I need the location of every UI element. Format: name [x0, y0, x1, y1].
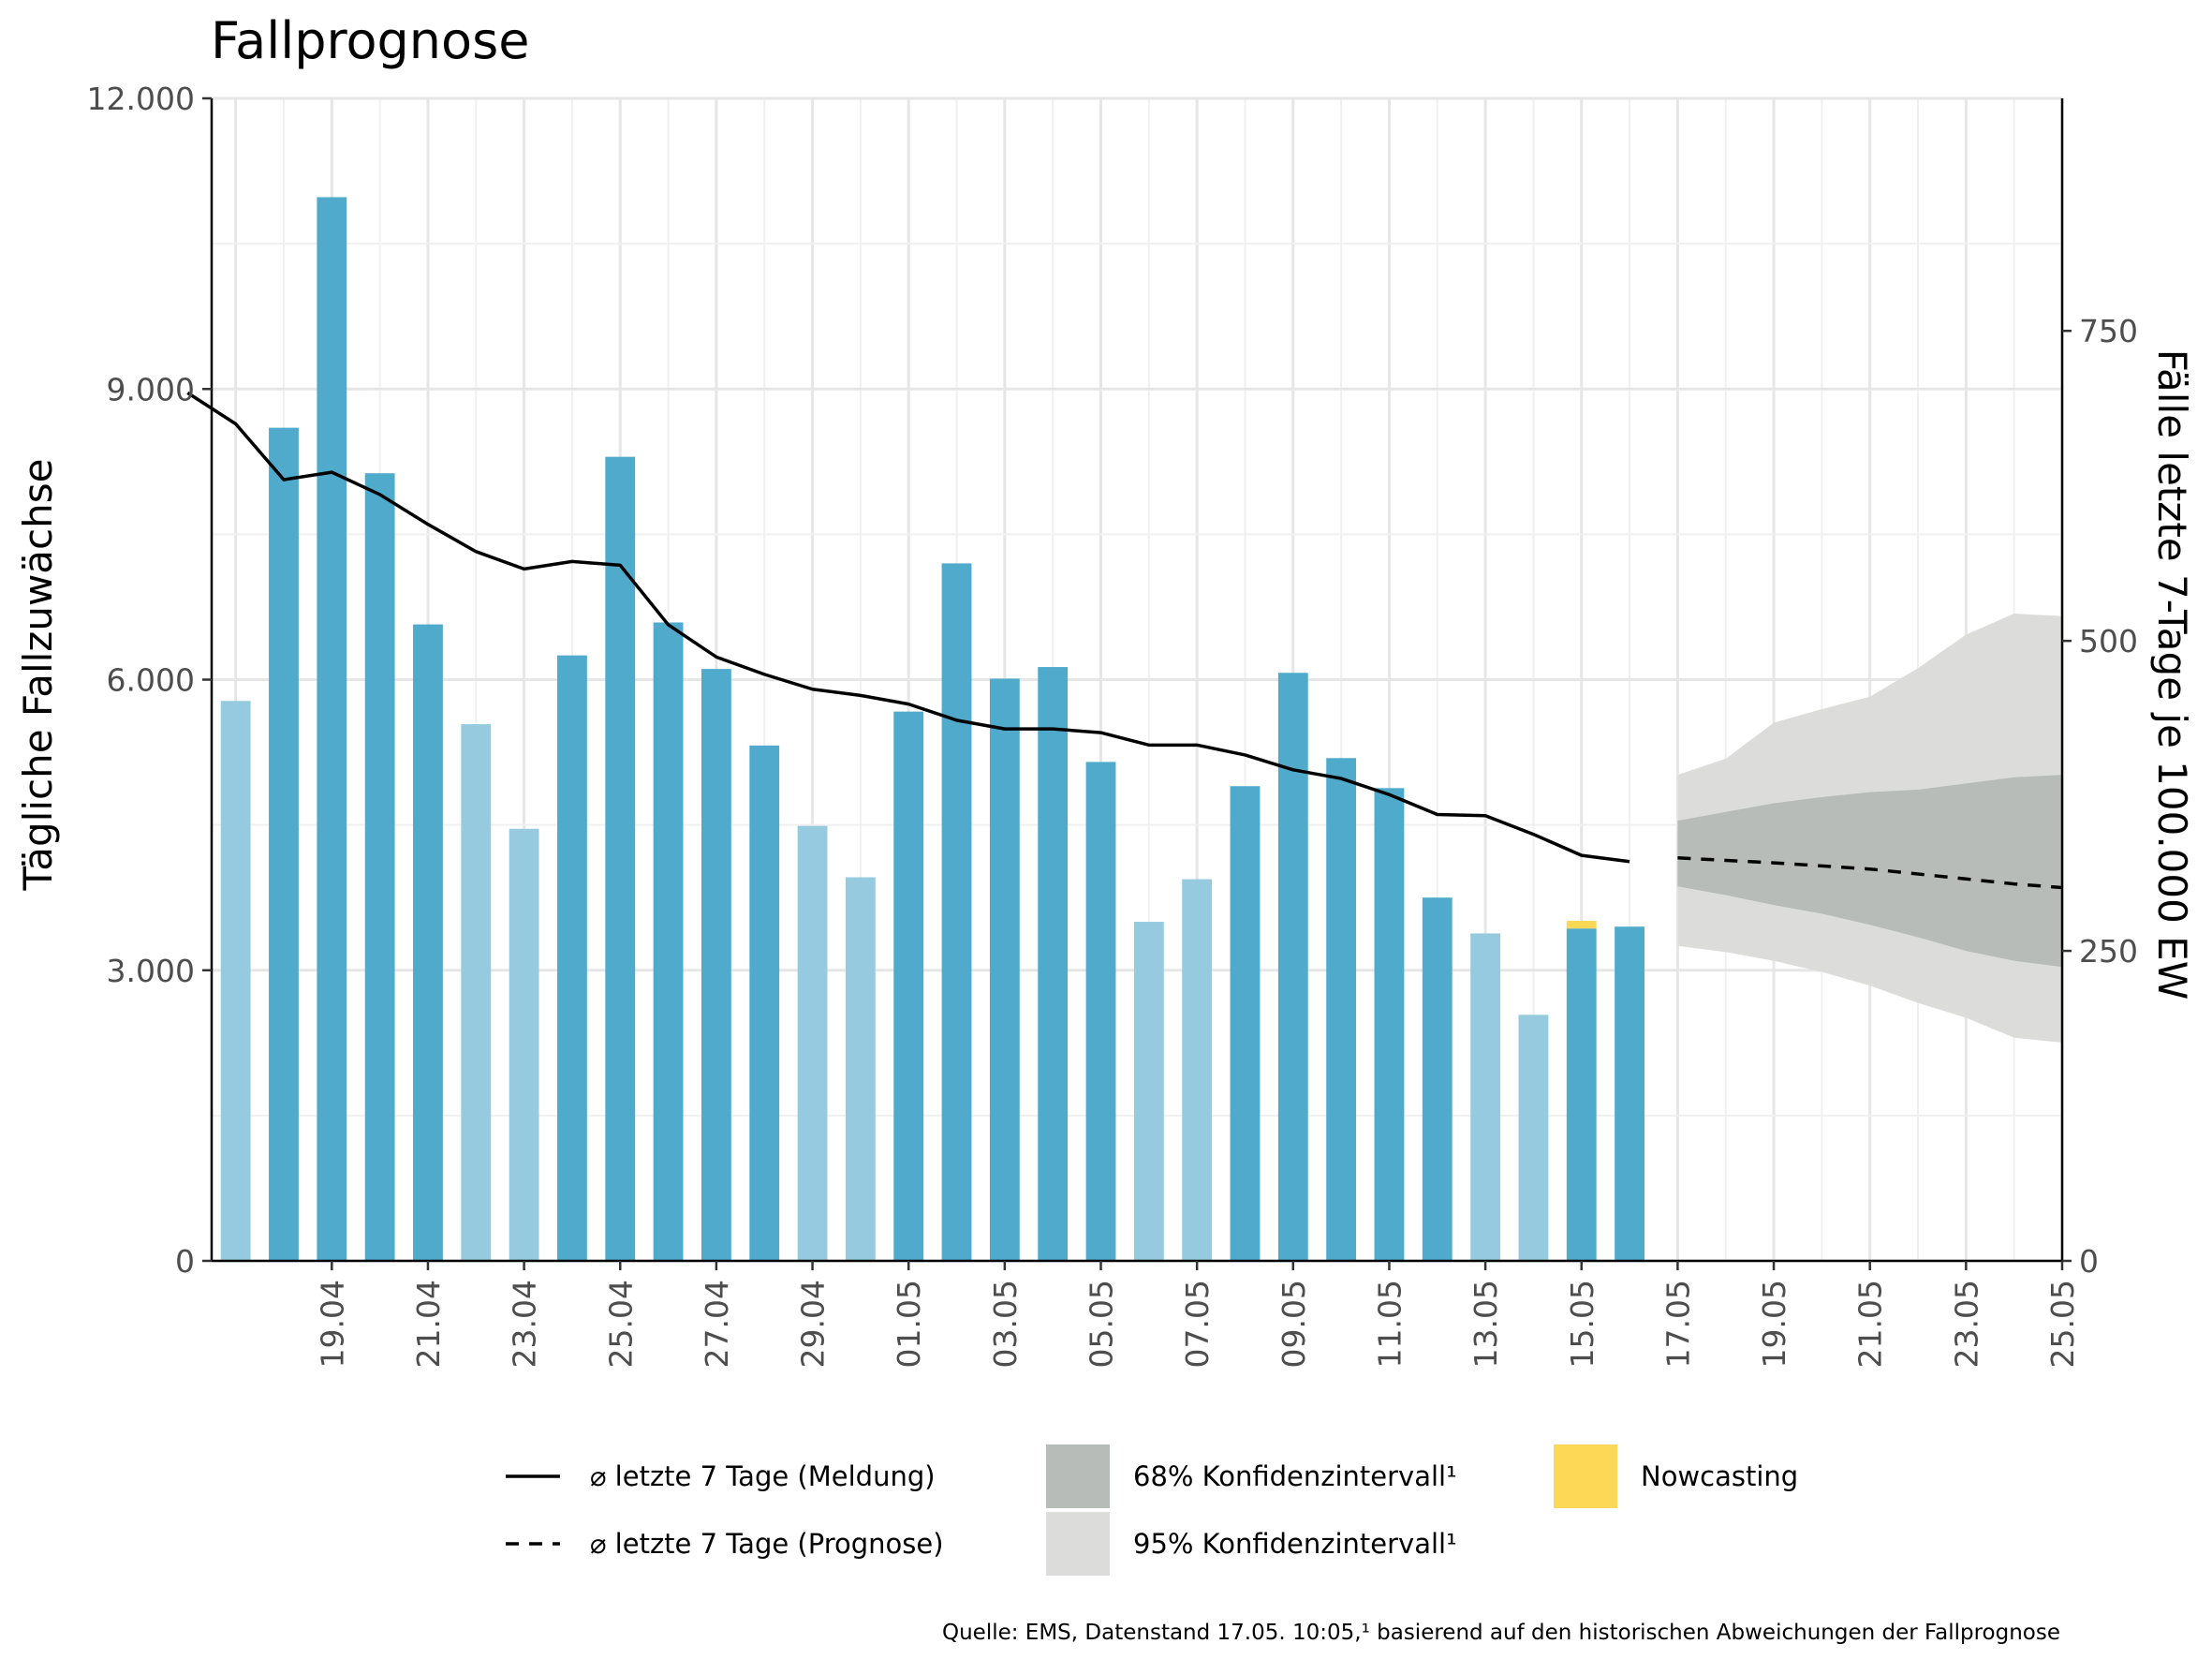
y-axis-label-right: Fälle letzte 7-Tage je 100.000 EW: [2149, 349, 2195, 1000]
x-tick-label: 03.05: [987, 1280, 1024, 1368]
bar: [1182, 879, 1213, 1261]
bar: [1038, 667, 1069, 1261]
bar: [1277, 673, 1308, 1261]
legend-ci95-swatch: [1046, 1512, 1110, 1576]
bar: [364, 473, 395, 1261]
bar: [1133, 922, 1164, 1261]
bar: [653, 622, 684, 1261]
y-tick-label-right: 500: [2079, 623, 2138, 659]
legend-ci68-swatch: [1046, 1444, 1110, 1508]
y-tick-label-left: 12.000: [87, 81, 195, 117]
bar: [1566, 928, 1597, 1261]
chart-title: Fallprognose: [211, 11, 529, 70]
y-tick-label-left: 3.000: [107, 953, 195, 989]
bar: [605, 456, 636, 1261]
line-series: [186, 391, 2063, 890]
legend-nowcasting-swatch: [1554, 1444, 1617, 1508]
axes: 0 3.000 6.000 9.000 12.000 0 250 500 750 19.04 21.…: [87, 81, 2138, 1368]
legend: ⌀ letzte 7 Tage (Meldung) ⌀ letzte 7 Tage…: [506, 1444, 1798, 1576]
ci68-band: [1677, 775, 2062, 968]
bar-series: [220, 197, 1644, 1262]
bar: [1470, 933, 1501, 1261]
x-tick-label: 25.04: [602, 1280, 639, 1368]
x-tick-label: 19.05: [1756, 1280, 1792, 1368]
bar: [509, 828, 539, 1261]
x-tick-label: 27.04: [699, 1280, 735, 1368]
x-tick-label: 25.05: [2044, 1280, 2081, 1368]
bar: [1374, 788, 1405, 1261]
legend-label: 68% Konfidenzintervall¹: [1133, 1460, 1457, 1492]
bar: [1422, 897, 1453, 1261]
legend-label: ⌀ letzte 7 Tage (Prognose): [590, 1528, 944, 1560]
bar: [1326, 758, 1357, 1261]
y-axis-label-left: Tägliche Fallzuwächse: [15, 459, 61, 892]
bar: [1615, 926, 1644, 1261]
x-tick-label: 23.05: [1948, 1280, 1984, 1368]
bar: [1085, 762, 1116, 1261]
x-tick-label: 05.05: [1084, 1280, 1120, 1368]
y-tick-label-right: 0: [2079, 1243, 2099, 1280]
x-tick-label: 07.05: [1179, 1280, 1216, 1368]
x-tick-label: 17.05: [1659, 1280, 1696, 1368]
bar: [461, 724, 492, 1261]
bar: [845, 877, 876, 1261]
y-tick-label-left: 6.000: [107, 662, 195, 699]
y-tick-label-right: 750: [2079, 313, 2138, 349]
bar: [749, 745, 780, 1261]
legend-label: Nowcasting: [1641, 1460, 1798, 1492]
x-tick-label: 13.05: [1467, 1280, 1504, 1368]
bar: [941, 563, 972, 1261]
bar: [700, 669, 731, 1261]
y-tick-label-right: 250: [2079, 933, 2138, 970]
forecast-7day-line: [1677, 856, 2063, 890]
y-tick-label-left: 0: [175, 1243, 195, 1280]
x-tick-label: 21.04: [410, 1280, 447, 1368]
x-tick-label: 01.05: [891, 1280, 927, 1368]
x-tick-label: 23.04: [507, 1280, 543, 1368]
x-tick-label: 29.04: [795, 1280, 832, 1368]
bar: [269, 427, 299, 1261]
x-tick-label: 19.04: [314, 1280, 350, 1368]
confidence-bands: [1677, 614, 2062, 1044]
y-tick-label-left: 9.000: [107, 371, 195, 407]
x-tick-label: 21.05: [1852, 1280, 1889, 1368]
x-tick-label: 09.05: [1276, 1280, 1312, 1368]
nowcasting-bar: [1566, 921, 1597, 929]
bar: [413, 624, 443, 1261]
bar: [1518, 1015, 1549, 1261]
source-note: Quelle: EMS, Datenstand 17.05. 10:05,¹ b…: [942, 1621, 2060, 1645]
reported-7day-line: [186, 391, 1630, 864]
bar: [989, 678, 1020, 1261]
bar: [893, 711, 924, 1261]
bar: [557, 655, 587, 1261]
bar: [317, 197, 347, 1262]
bar: [797, 825, 828, 1261]
x-tick-label: 15.05: [1564, 1280, 1600, 1368]
bar: [1230, 786, 1261, 1261]
legend-label: ⌀ letzte 7 Tage (Meldung): [590, 1460, 936, 1492]
x-tick-label: 11.05: [1371, 1280, 1408, 1368]
legend-label: 95% Konfidenzintervall¹: [1133, 1528, 1457, 1560]
bar: [220, 701, 251, 1261]
